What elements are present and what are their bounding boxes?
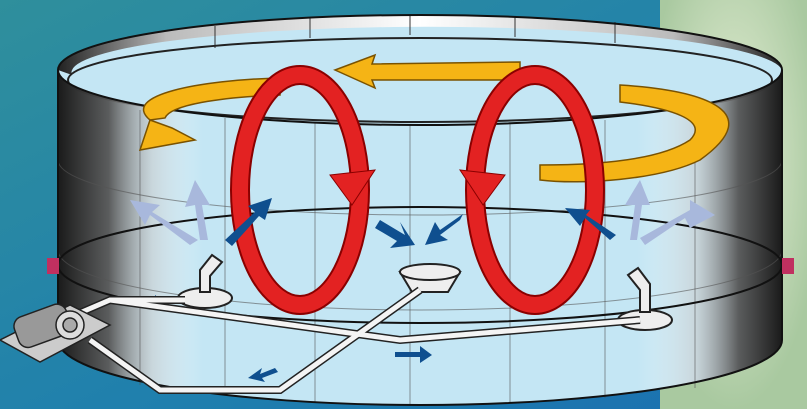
loop-arrow-head: [329, 169, 377, 206]
circulation-arrow: [138, 53, 730, 183]
pump: [0, 303, 112, 363]
side-fitting: [782, 258, 794, 274]
flow-arrows: [135, 198, 616, 382]
liquid-surface: [67, 37, 773, 123]
jet-arrows: [130, 180, 715, 245]
tank-back-wall: [58, 15, 782, 75]
loop-arrow-head: [458, 169, 506, 206]
pipes: [74, 287, 641, 393]
nozzles: [177, 253, 673, 331]
side-fitting: [47, 258, 59, 274]
front-wall-panels: [57, 110, 783, 405]
back-wall-panels: [214, 15, 616, 48]
tank-outline: [57, 70, 783, 406]
